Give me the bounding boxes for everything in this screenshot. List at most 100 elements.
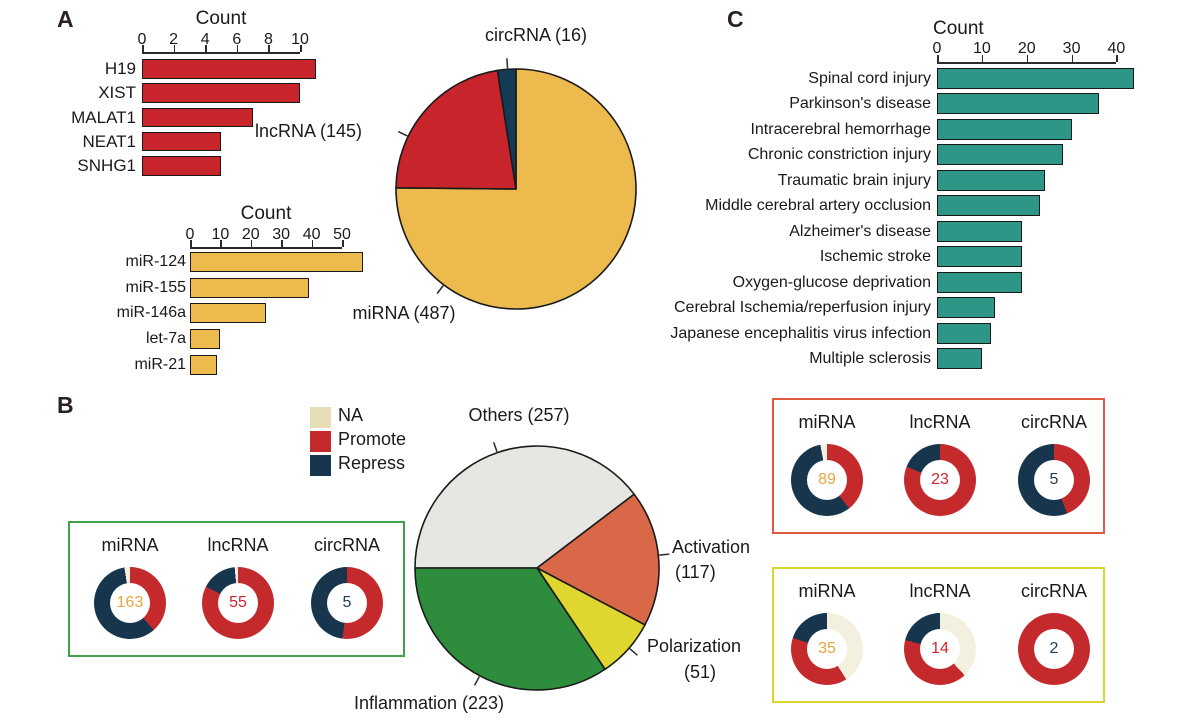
axis-tick-label: 40 [302,226,321,243]
donut-chart-lncrna: 23 [904,444,976,516]
pie-leader-tick [436,285,444,295]
donut-title-circrna: circRNA [1021,581,1087,601]
pie-label-line: Inflammation (223) [353,693,505,713]
panel-c-label: C [727,6,744,32]
axis-tick-mark [937,55,939,62]
pie-label-inflammation-223-: Inflammation (223) [354,693,504,714]
pie-label-lncrna-145-: lncRNA (145) [255,121,362,142]
pie-leader-tick [506,58,509,69]
axis-tick-label: 0 [932,40,942,57]
axis-tick-mark [311,240,314,247]
donut-title-lncrna: lncRNA [909,581,971,601]
donut-count: 35 [818,640,836,657]
pie-label-line: Others (257) [468,405,570,425]
axis-tick-label: 8 [263,31,273,48]
axis-tick-mark [205,45,207,52]
pie-label-line: circRNA (16) [484,25,588,45]
category-label: Spinal cord injury [808,69,931,87]
axis-tick-label: 10 [211,226,230,243]
donut-hole: 89 [807,460,847,500]
donut-chart-lncrna: 14 [904,613,976,685]
donut-hole: 5 [327,583,367,623]
axis-title-count: Count [195,8,247,29]
bar-mir-155 [190,277,309,298]
donut-title-mirna: miRNA [798,412,856,432]
pie-label-polarization-51-: Polarization (51) [647,633,741,685]
panel-a-label: A [57,6,74,32]
donut-hole: 35 [807,629,847,669]
bar-let-7a [190,329,221,350]
axis-tick-mark [190,240,192,247]
donut-chart-mirna: 163 [94,567,166,639]
bar-middle-cerebral-artery-occlusion [937,195,1041,216]
bar-neat1 [142,131,221,152]
pie-label-activation-117-: Activation (117) [672,535,750,585]
donut-count: 5 [1049,471,1059,488]
bar-malat1 [142,107,253,128]
pie-label-line: Activation [672,537,751,557]
category-label: MALAT1 [71,107,136,127]
axis-tick-label: 20 [1017,40,1036,57]
donut-chart-mirna: 89 [791,444,863,516]
bar-spinal-cord-injury [937,67,1135,89]
category-label: Chronic constriction injury [747,146,931,163]
x-axis-line [937,62,1117,64]
axis-tick-mark [220,240,222,247]
bar-mir-124 [190,252,364,272]
x-axis-line [190,247,342,249]
axis-title-count: Count [240,203,292,224]
axis-tick-mark [342,240,344,247]
legend-label-repress: Repress [338,453,406,473]
category-label: SNHG1 [77,156,136,176]
category-label: Japanese encephalitis virus infection [670,324,931,342]
donut-hole: 2 [1034,629,1074,669]
pie-label-line: (117) [675,562,716,582]
pie-label-line: (51) [684,662,717,682]
axis-tick-label: 10 [972,40,991,57]
bar-intracerebral-hemorrhage [937,118,1072,140]
pie-slice-circrna-16- [496,68,517,190]
pie-leader-tick [397,130,408,137]
donut-hole: 163 [110,583,150,623]
category-label: Ischemic stroke [819,248,931,265]
panel-b-label: B [57,392,74,418]
axis-tick-label: 40 [1107,40,1126,57]
category-label: Alzheimer's disease [789,222,931,240]
pie-slice-activation-117- [536,493,660,626]
axis-tick-mark [250,240,253,247]
bar-multiple-sclerosis [937,348,982,369]
pie-label-line: miRNA (487) [352,303,456,323]
pie-label-line: Polarization [647,636,742,656]
donut-chart-mirna: 35 [791,613,863,685]
bar-ischemic-stroke [937,246,1023,267]
legend-swatch-repress [310,455,331,476]
donut-title-circrna: circRNA [1021,412,1087,432]
x-axis-line [142,52,300,54]
axis-tick-mark [268,45,270,52]
bar-alzheimer-s-disease [937,220,1023,242]
axis-tick-mark [142,45,144,52]
axis-tick-label: 30 [272,226,291,243]
bar-mir-21 [190,354,218,375]
category-label: NEAT1 [82,131,136,151]
pie-leader-tick [629,648,638,656]
category-label: XIST [98,83,136,103]
donut-count: 5 [342,594,352,611]
axis-tick-label: 30 [1062,40,1081,57]
axis-tick-mark [173,45,176,52]
bar-parkinson-s-disease [937,93,1099,114]
axis-tick-label: 20 [241,226,260,243]
category-label: Traumatic brain injury [777,171,931,189]
donut-title-mirna: miRNA [101,535,159,555]
axis-tick-label: 10 [291,31,309,48]
bar-xist [142,83,300,103]
donut-title-lncrna: lncRNA [207,535,269,555]
axis-tick-mark [300,45,302,52]
donut-hole: 14 [920,629,960,669]
pie-label-others-257-: Others (257) [468,405,569,426]
donut-count: 89 [818,471,836,488]
category-label: Cerebral Ischemia/reperfusion injury [674,299,931,316]
donut-group-panel_b_inflammation_donuts: miRNA 163 lncRNA 55 circRNA 5 [68,521,405,657]
